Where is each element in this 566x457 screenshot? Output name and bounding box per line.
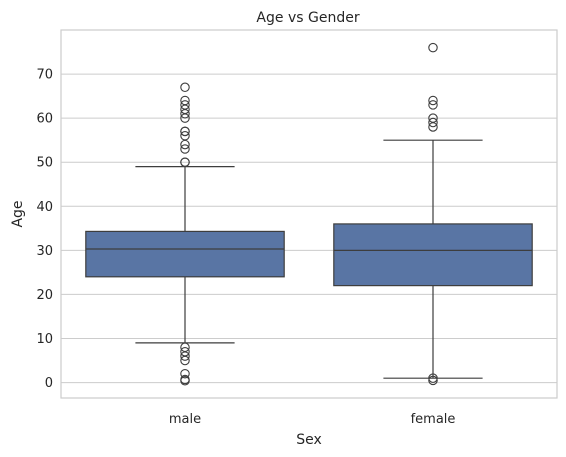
y-tick-label: 60 [36,112,53,127]
outlier-point [180,144,190,154]
y-tick-label: 30 [36,244,53,259]
x-tick-label: male [169,412,201,427]
outlier-point [180,100,190,110]
outlier-point [428,100,438,110]
outlier-point [180,82,190,93]
outlier-point [428,373,438,383]
outlier-point [180,369,190,379]
y-axis-label: Age [10,200,26,227]
chart-title: Age vs Gender [256,10,359,26]
x-axis-ticks: male female [169,412,456,427]
outlier-point [428,95,438,106]
plot-frame [60,29,558,399]
outlier-point [428,42,438,53]
iqr-box [85,230,285,278]
y-tick-label: 10 [36,332,53,347]
y-tick-label: 0 [45,376,53,391]
outlier-point [180,346,190,357]
outlier-point [428,113,438,123]
y-tick-label: 40 [36,200,53,215]
box-group-female [333,42,533,386]
iqr-box [333,223,533,287]
outlier-point [180,374,190,385]
outlier-point [180,157,190,167]
x-tick-label: female [411,412,456,427]
y-tick-label: 20 [36,288,53,303]
y-tick-label: 50 [36,156,53,171]
outlier-point [180,342,190,353]
y-tick-label: 70 [36,68,53,83]
outlier-point [428,117,438,128]
outlier-point [180,95,190,106]
outlier-point [180,126,190,137]
outlier-point [180,131,190,141]
x-axis-label: Sex [296,432,322,448]
box-group-male [85,82,285,386]
boxes [85,42,533,386]
y-axis-ticks: 0 10 20 30 40 50 60 70 [36,68,53,392]
